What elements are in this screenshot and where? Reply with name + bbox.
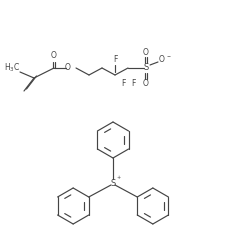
Text: O: O	[142, 80, 148, 89]
Text: O: O	[51, 51, 57, 60]
Text: S: S	[110, 179, 115, 187]
Text: O: O	[142, 48, 148, 57]
Text: H$_3$C: H$_3$C	[4, 62, 20, 74]
Text: O: O	[158, 55, 164, 64]
Text: F: F	[112, 55, 117, 64]
Text: $^{-}$: $^{-}$	[165, 54, 171, 60]
Text: $^{+}$: $^{+}$	[116, 176, 121, 182]
Text: F: F	[130, 79, 135, 88]
Text: O: O	[65, 63, 71, 72]
Text: F: F	[120, 79, 125, 88]
Text: S: S	[143, 63, 148, 72]
